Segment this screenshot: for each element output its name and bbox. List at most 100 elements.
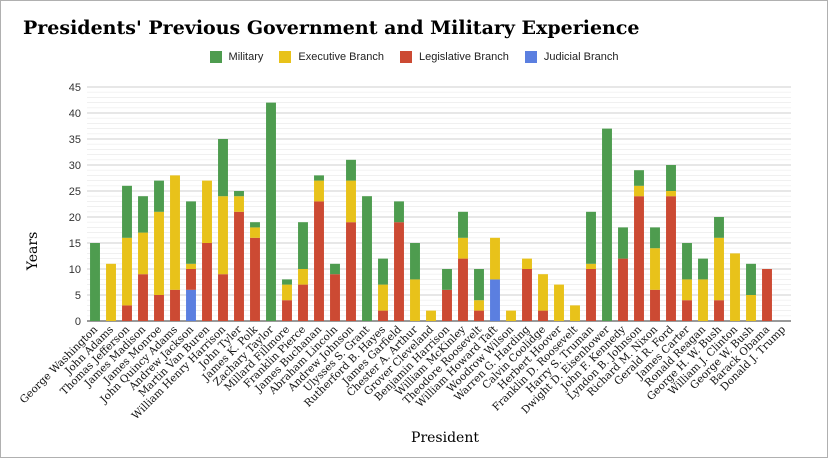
bar-segment-executive-branch[interactable]: William J. Clinton — Executive Branch: 1… xyxy=(730,253,740,321)
bar-segment-executive-branch[interactable]: Gerald R. Ford — Executive Branch: 1 xyxy=(666,191,676,197)
bar-segment-executive-branch[interactable]: Chester A. Arthur — Executive Branch: 8 xyxy=(410,279,420,321)
bar-segment-legislative-branch[interactable]: Franklin Pierce — Legislative Branch: 7 xyxy=(298,284,308,321)
bar-segment-military[interactable]: George W. Bush — Military: 6 xyxy=(746,263,756,295)
bar-segment-military[interactable]: Rutherford B. Hayes — Military: 5 xyxy=(378,258,388,285)
bar-segment-legislative-branch[interactable]: Rutherford B. Hayes — Legislative Branch… xyxy=(378,310,388,321)
bar-segment-legislative-branch[interactable]: George H. W. Bush — Legislative Branch: … xyxy=(714,300,724,321)
bar-segment-executive-branch[interactable]: Andrew Jackson — Executive Branch: 1 xyxy=(186,263,196,269)
bar-segment-military[interactable]: Ronald Reagan — Military: 4 xyxy=(698,258,708,280)
bar-segment-military[interactable]: William McKinley — Military: 5 xyxy=(458,211,468,238)
bar-segment-military[interactable]: Chester A. Arthur — Military: 7 xyxy=(410,243,420,280)
bar-segment-executive-branch[interactable]: George W. Bush — Executive Branch: 5 xyxy=(746,295,756,321)
bar-segment-legislative-branch[interactable]: John Quincy Adams — Legislative Branch: … xyxy=(170,289,180,321)
bar-segment-military[interactable]: Richard M. Nixon — Military: 4 xyxy=(650,227,660,249)
bar-segment-military[interactable]: John F. Kennedy — Military: 6 xyxy=(618,227,628,259)
bar-segment-executive-branch[interactable]: Warren G. Harding — Executive Branch: 2 xyxy=(522,258,532,269)
bar-segment-legislative-branch[interactable]: Thomas Jefferson — Legislative Branch: 3 xyxy=(122,305,132,321)
bar-segment-executive-branch[interactable]: William Henry Harrison — Executive Branc… xyxy=(218,196,228,275)
bar-segment-executive-branch[interactable]: Richard M. Nixon — Executive Branch: 8 xyxy=(650,248,660,290)
bar-segment-executive-branch[interactable]: John Quincy Adams — Executive Branch: 22 xyxy=(170,175,180,290)
bar-segment-legislative-branch[interactable]: William Henry Harrison — Legislative Bra… xyxy=(218,274,228,321)
bar-segment-executive-branch[interactable]: Woodrow Wilson — Executive Branch: 2 xyxy=(506,310,516,321)
bar-segment-executive-branch[interactable]: James Monroe — Executive Branch: 16 xyxy=(154,211,164,295)
bar-segment-military[interactable]: Lyndon B. Johnson — Military: 3 xyxy=(634,170,644,186)
bar-segment-executive-branch[interactable]: James Buchanan — Executive Branch: 4 xyxy=(314,180,324,202)
bar-segment-executive-branch[interactable]: Millard Fillmore — Executive Branch: 3 xyxy=(282,284,292,301)
bar-segment-executive-branch[interactable]: James Madison — Executive Branch: 8 xyxy=(138,232,148,275)
bar-segment-military[interactable]: James Carter — Military: 7 xyxy=(682,243,692,280)
bar-segment-legislative-branch[interactable]: Benjamin Harrison — Legislative Branch: … xyxy=(442,289,452,321)
bar-segment-legislative-branch[interactable]: Lyndon B. Johnson — Legislative Branch: … xyxy=(634,196,644,321)
bar-segment-executive-branch[interactable]: Rutherford B. Hayes — Executive Branch: … xyxy=(378,284,388,311)
bar-segment-legislative-branch[interactable]: James Carter — Legislative Branch: 4 xyxy=(682,300,692,321)
bar-segment-executive-branch[interactable]: Andrew Johnson — Executive Branch: 8 xyxy=(346,180,356,223)
bar-segment-military[interactable]: George H. W. Bush — Military: 4 xyxy=(714,217,724,238)
bar-segment-military[interactable]: John Tyler — Military: 1 xyxy=(234,191,244,197)
bar-segment-military[interactable]: James Garfield — Military: 4 xyxy=(394,201,404,223)
bar-segment-military[interactable]: James Madison — Military: 7 xyxy=(138,196,148,233)
bar-segment-executive-branch[interactable]: Franklin Pierce — Executive Branch: 3 xyxy=(298,269,308,285)
bar-segment-legislative-branch[interactable]: Gerald R. Ford — Legislative Branch: 24 xyxy=(666,196,676,321)
bar-segment-legislative-branch[interactable]: James Madison — Legislative Branch: 9 xyxy=(138,274,148,321)
bar-segment-military[interactable]: Zachary Taylor — Military: 42 xyxy=(266,102,276,321)
bar-segment-military[interactable]: Harry S. Truman — Military: 10 xyxy=(586,211,596,264)
bar-segment-executive-branch[interactable]: Harry S. Truman — Executive Branch: 1 xyxy=(586,263,596,269)
bar-segment-executive-branch[interactable]: Grover Cleveland — Executive Branch: 2 xyxy=(426,310,436,321)
bar-segment-executive-branch[interactable]: James Carter — Executive Branch: 4 xyxy=(682,279,692,301)
bar-segment-legislative-branch[interactable]: Theodore Roosevelt — Legislative Branch:… xyxy=(474,310,484,321)
bar-segment-executive-branch[interactable]: Calvin Coolidge — Executive Branch: 7 xyxy=(538,274,548,311)
bar-segment-executive-branch[interactable]: William McKinley — Executive Branch: 4 xyxy=(458,237,468,259)
bar-segment-executive-branch[interactable]: John Adams — Executive Branch: 11 xyxy=(106,263,116,321)
bar-segment-legislative-branch[interactable]: Andrew Johnson — Legislative Branch: 19 xyxy=(346,222,356,321)
bar-segment-military[interactable]: James Buchanan — Military: 1 xyxy=(314,175,324,181)
bar-segment-legislative-branch[interactable]: John F. Kennedy — Legislative Branch: 12 xyxy=(618,258,628,321)
bar-segment-legislative-branch[interactable]: James Buchanan — Legislative Branch: 23 xyxy=(314,201,324,321)
bar-segment-executive-branch[interactable]: William Howard Taft — Executive Branch: … xyxy=(490,237,500,280)
bar-segment-executive-branch[interactable]: Martin Van Buren — Executive Branch: 12 xyxy=(202,180,212,243)
bar-segment-legislative-branch[interactable]: Richard M. Nixon — Legislative Branch: 6 xyxy=(650,289,660,321)
bar-segment-legislative-branch[interactable]: Harry S. Truman — Legislative Branch: 10 xyxy=(586,269,596,321)
bar-segment-legislative-branch[interactable]: James Garfield — Legislative Branch: 19 xyxy=(394,222,404,321)
bar-segment-legislative-branch[interactable]: Warren G. Harding — Legislative Branch: … xyxy=(522,269,532,321)
bar-segment-judicial-branch[interactable]: Andrew Jackson — Judicial Branch: 6 xyxy=(186,289,196,321)
legend-item-executive[interactable]: Executive Branch xyxy=(279,51,384,63)
bar-segment-military[interactable]: William Henry Harrison — Military: 11 xyxy=(218,139,228,197)
bar-segment-military[interactable]: Gerald R. Ford — Military: 5 xyxy=(666,165,676,191)
bar-segment-executive-branch[interactable]: George H. W. Bush — Executive Branch: 12 xyxy=(714,237,724,301)
bar-segment-military[interactable]: Abraham Lincoln — Military: 2 xyxy=(330,263,340,275)
bar-segment-legislative-branch[interactable]: Abraham Lincoln — Legislative Branch: 9 xyxy=(330,274,340,321)
bar-segment-military[interactable]: James Monroe — Military: 6 xyxy=(154,180,164,212)
legend-item-military[interactable]: Military xyxy=(209,51,263,63)
bar-segment-military[interactable]: Andrew Johnson — Military: 4 xyxy=(346,159,356,181)
bar-segment-executive-branch[interactable]: Herbert Hoover — Executive Branch: 7 xyxy=(554,284,564,321)
bar-segment-military[interactable]: Ulysses S. Grant — Military: 24 xyxy=(362,196,372,321)
bar-segment-executive-branch[interactable]: John Tyler — Executive Branch: 3 xyxy=(234,196,244,212)
bar-segment-executive-branch[interactable]: Lyndon B. Johnson — Executive Branch: 2 xyxy=(634,185,644,197)
bar-segment-legislative-branch[interactable]: Barack Obama — Legislative Branch: 10 xyxy=(762,269,772,321)
bar-segment-executive-branch[interactable]: Ronald Reagan — Executive Branch: 8 xyxy=(698,279,708,321)
bar-segment-legislative-branch[interactable]: Martin Van Buren — Legislative Branch: 1… xyxy=(202,243,212,321)
bar-segment-military[interactable]: Dwight D. Eisenhower — Military: 37 xyxy=(602,128,612,321)
bar-segment-executive-branch[interactable]: Thomas Jefferson — Executive Branch: 13 xyxy=(122,237,132,306)
bar-segment-legislative-branch[interactable]: Calvin Coolidge — Legislative Branch: 2 xyxy=(538,310,548,321)
bar-segment-military[interactable]: James K. Polk — Military: 1 xyxy=(250,222,260,228)
bar-segment-legislative-branch[interactable]: William McKinley — Legislative Branch: 1… xyxy=(458,258,468,321)
bar-segment-legislative-branch[interactable]: Millard Fillmore — Legislative Branch: 4 xyxy=(282,300,292,321)
legend-item-legislative[interactable]: Legislative Branch xyxy=(399,51,509,63)
bar-segment-legislative-branch[interactable]: John Tyler — Legislative Branch: 21 xyxy=(234,211,244,321)
bar-segment-military[interactable]: Andrew Jackson — Military: 12 xyxy=(186,201,196,264)
bar-segment-executive-branch[interactable]: Franklin D. Roosevelt — Executive Branch… xyxy=(570,305,580,321)
bar-segment-executive-branch[interactable]: Theodore Roosevelt — Executive Branch: 2 xyxy=(474,300,484,311)
bar-segment-military[interactable]: Franklin Pierce — Military: 9 xyxy=(298,222,308,269)
bar-segment-military[interactable]: Benjamin Harrison — Military: 4 xyxy=(442,269,452,290)
bar-segment-legislative-branch[interactable]: James Monroe — Legislative Branch: 5 xyxy=(154,295,164,321)
bar-segment-legislative-branch[interactable]: James K. Polk — Legislative Branch: 16 xyxy=(250,237,260,321)
bar-segment-military[interactable]: Millard Fillmore — Military: 1 xyxy=(282,279,292,285)
bar-segment-judicial-branch[interactable]: William Howard Taft — Judicial Branch: 8 xyxy=(490,279,500,321)
bar-segment-executive-branch[interactable]: James K. Polk — Executive Branch: 2 xyxy=(250,227,260,238)
legend-item-judicial[interactable]: Judicial Branch xyxy=(524,51,618,63)
bar-segment-military[interactable]: Thomas Jefferson — Military: 10 xyxy=(122,185,132,238)
bar-segment-legislative-branch[interactable]: Andrew Jackson — Legislative Branch: 4 xyxy=(186,269,196,290)
bar-segment-military[interactable]: Theodore Roosevelt — Military: 6 xyxy=(474,269,484,301)
bar-segment-military[interactable]: George Washington — Military: 15 xyxy=(90,243,100,321)
